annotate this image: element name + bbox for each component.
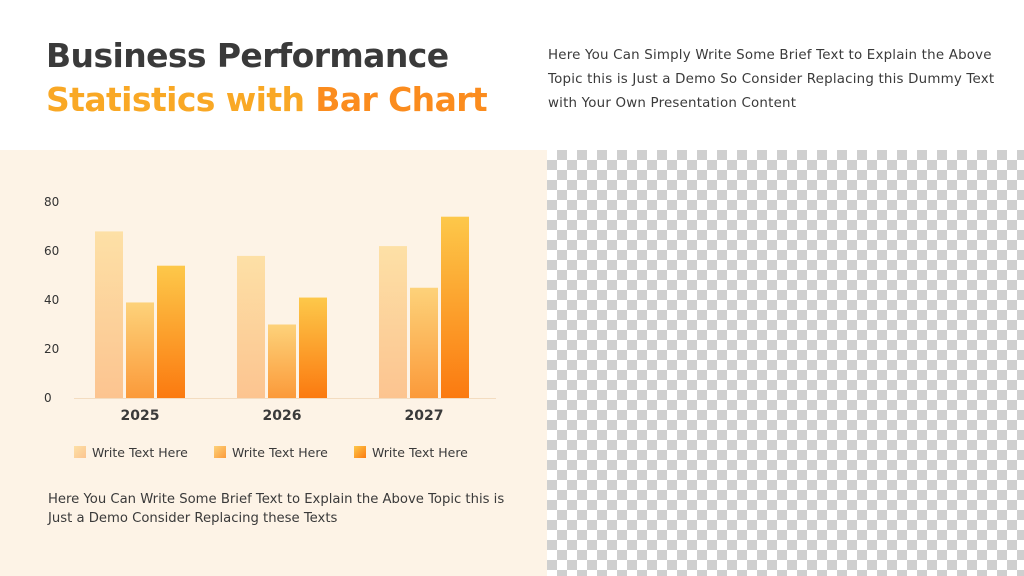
legend: Write Text Here Write Text Here Write Text… xyxy=(74,445,468,460)
legend-label: Write Text Here xyxy=(372,445,468,460)
bar-2026-series-3 xyxy=(299,297,327,398)
x-tick-label: 2025 xyxy=(121,408,160,424)
x-axis: 2025 2026 2027 xyxy=(121,408,444,424)
y-tick-label: 0 xyxy=(44,391,52,405)
bar-2026-series-2 xyxy=(268,324,296,398)
bar-2025-series-1 xyxy=(95,231,123,398)
bar-2027-series-3 xyxy=(441,216,469,398)
subtitle-part-2: Bar Chart xyxy=(315,80,488,119)
page-title: Business Performance xyxy=(46,36,449,75)
footer-text: Here You Can Write Some Brief Text to Ex… xyxy=(48,492,505,526)
intro-text: Here You Can Simply Write Some Brief Tex… xyxy=(548,48,995,111)
y-tick-label: 20 xyxy=(44,342,59,356)
bar-2027-series-2 xyxy=(410,287,438,398)
legend-label: Write Text Here xyxy=(232,445,328,460)
y-tick-label: 40 xyxy=(44,293,59,307)
subtitle-part-1: Statistics with xyxy=(46,80,316,119)
legend-swatch xyxy=(214,446,226,458)
legend-label: Write Text Here xyxy=(92,445,188,460)
bar-2026-series-1 xyxy=(237,255,265,398)
bar-2027-series-1 xyxy=(379,246,407,398)
y-tick-label: 60 xyxy=(44,244,59,258)
title-block: Business Performance Statistics with Bar… xyxy=(46,34,488,122)
x-tick-label: 2027 xyxy=(405,408,444,424)
x-tick-label: 2026 xyxy=(263,408,302,424)
y-tick-label: 80 xyxy=(44,195,59,209)
legend-swatch xyxy=(74,446,86,458)
page-subtitle: Statistics with Bar Chart xyxy=(46,78,488,122)
y-axis: 0 20 40 60 80 xyxy=(44,195,59,405)
bar-2025-series-2 xyxy=(126,302,154,398)
bars xyxy=(95,216,469,398)
image-placeholder xyxy=(547,150,1024,576)
bar-2025-series-3 xyxy=(157,265,185,398)
legend-swatch xyxy=(354,446,366,458)
